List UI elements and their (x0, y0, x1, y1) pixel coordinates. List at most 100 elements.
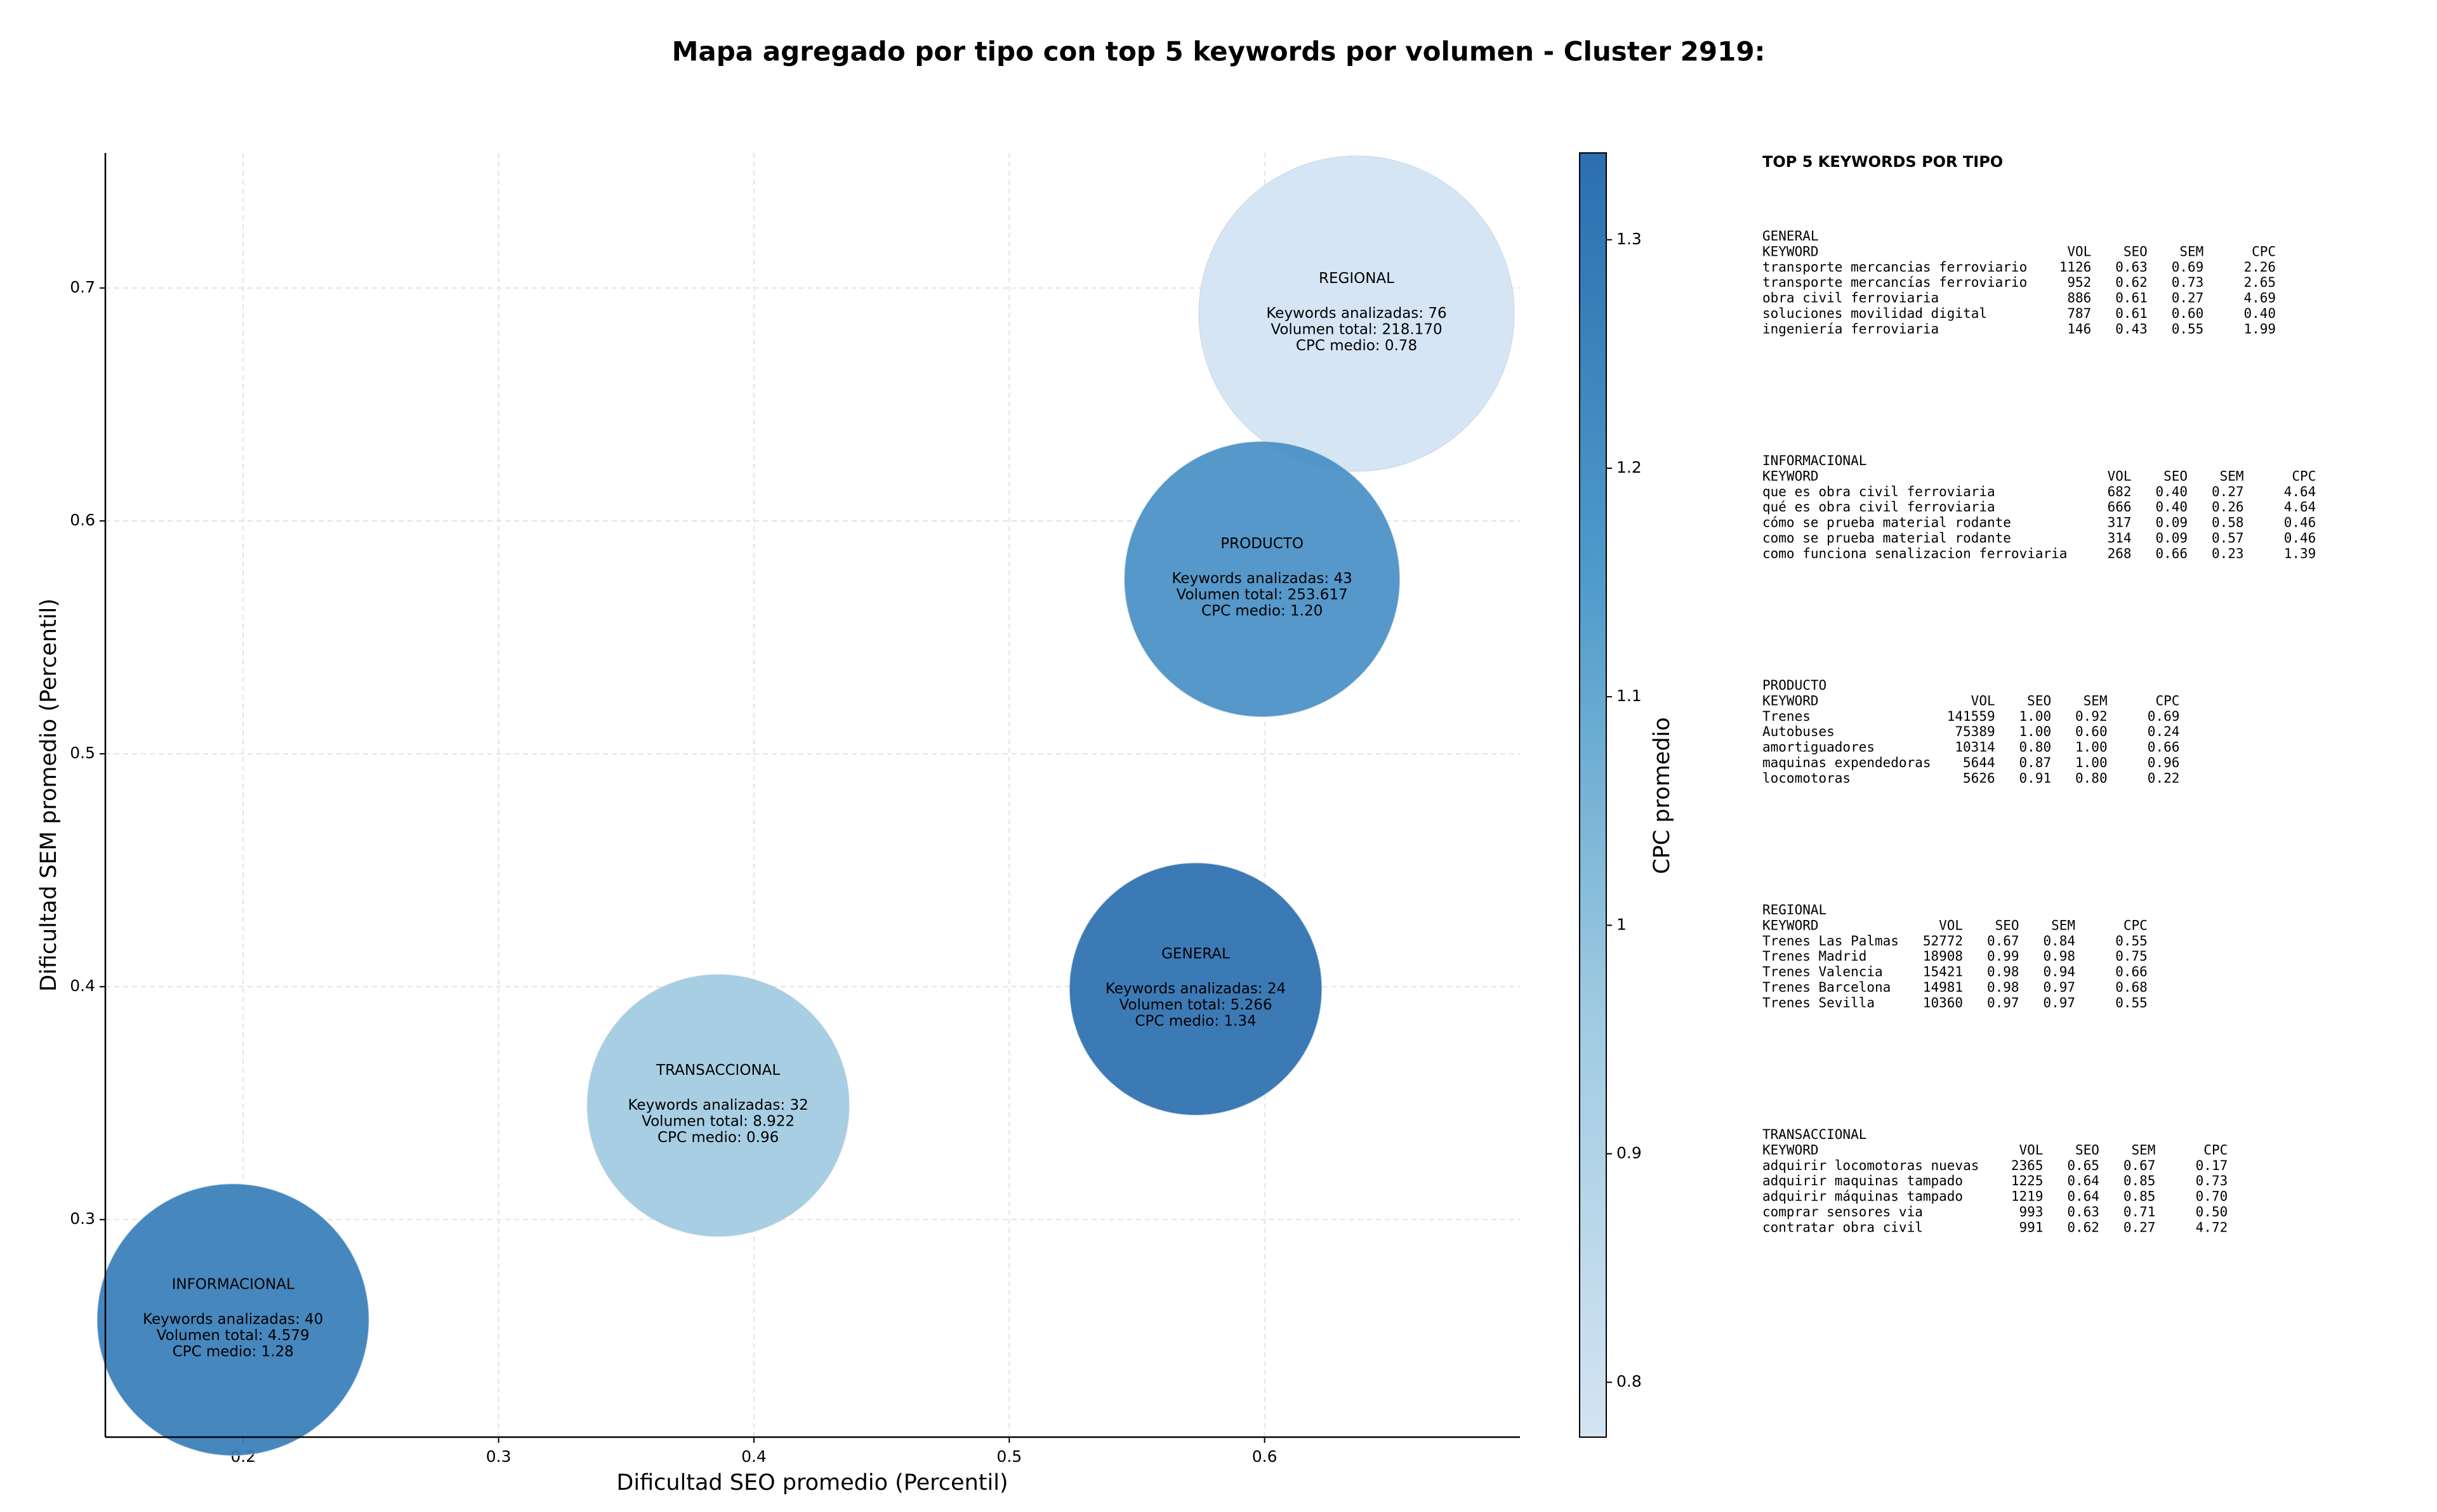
table-cell: 0.69 (2148, 709, 2180, 724)
table-header: SEO (1995, 917, 2019, 933)
table-header: CPC (2155, 693, 2179, 708)
table-cell: 10314 (1955, 740, 1995, 755)
table-cell: 0.84 (2043, 933, 2075, 949)
bubble-annotation: CPC medio: 1.28 (173, 1343, 294, 1360)
table-header: SEO (2163, 468, 2188, 483)
table-cell: 0.62 (2067, 1219, 2099, 1235)
table-cell: 0.97 (1987, 995, 2019, 1010)
bubble-annotation: Keywords analizadas: 76 (1266, 305, 1446, 322)
table-cell: 4.72 (2196, 1219, 2228, 1235)
bubble-label: GENERAL (1161, 945, 1230, 962)
table-cell: 991 (2019, 1219, 2044, 1235)
table-cell: 0.40 (2155, 499, 2188, 515)
table-cell: Autobuses (1762, 724, 1835, 739)
table-cell: 1.99 (2244, 321, 2276, 336)
table-cell: ingeniería ferroviaria (1762, 321, 1939, 336)
table-header: KEYWORD (1762, 693, 1819, 708)
table-cell: 10360 (1923, 995, 1963, 1010)
table-cell: 0.27 (2172, 291, 2204, 306)
table-cell: 0.63 (2115, 260, 2148, 275)
table-cell: como se prueba material rodante (1762, 530, 2011, 546)
table-cell: 0.66 (2115, 964, 2148, 980)
table-cell: 682 (2108, 484, 2132, 499)
colorbar-tick-label: 1.3 (1616, 230, 1642, 248)
panel-title: TOP 5 KEYWORDS POR TIPO (1762, 153, 2003, 171)
table-cell: 0.80 (2075, 770, 2108, 786)
chart-title: Mapa agregado por tipo con top 5 keyword… (672, 36, 1766, 67)
table-cell: cómo se prueba material rodante (1762, 515, 2011, 530)
table-header: KEYWORD (1762, 917, 1819, 933)
table-cell: 0.55 (2115, 995, 2148, 1010)
y-tick-label: 0.6 (70, 511, 95, 529)
colorbar-tick-label: 1.2 (1616, 458, 1642, 477)
table-cell: 0.46 (2284, 515, 2316, 530)
group-title: PRODUCTO (1762, 678, 1826, 693)
table-cell: 0.69 (2172, 260, 2204, 275)
table-cell: 0.98 (1987, 964, 2019, 980)
table-header: CPC (2292, 468, 2316, 483)
bubble-annotation: Keywords analizadas: 40 (143, 1311, 323, 1327)
table-cell: 0.55 (2115, 933, 2148, 949)
table-cell: 0.09 (2155, 515, 2188, 530)
colorbar (1579, 152, 1607, 1438)
group-title: REGIONAL (1762, 902, 1826, 917)
colorbar-tick-label: 0.8 (1616, 1372, 1642, 1391)
table-cell: 4.69 (2244, 291, 2276, 306)
table-cell: comprar sensores via (1762, 1204, 1923, 1219)
colorbar-tick-label: 1.1 (1616, 687, 1642, 705)
x-tick-label: 0.4 (741, 1447, 767, 1466)
table-cell: 0.87 (2019, 755, 2052, 770)
table-cell: 0.61 (2115, 291, 2148, 306)
table-cell: 0.64 (2067, 1189, 2099, 1204)
bubble-annotation: Volumen total: 4.579 (157, 1327, 310, 1344)
table-cell: 993 (2019, 1204, 2044, 1219)
table-cell: adquirir maquinas tampado (1762, 1173, 1963, 1188)
table-cell: 141559 (1947, 709, 1995, 724)
table-cell: 0.43 (2115, 321, 2148, 336)
table-cell: 0.94 (2043, 964, 2075, 980)
table-cell: 0.55 (2172, 321, 2204, 336)
y-tick-label: 0.3 (70, 1209, 95, 1228)
table-cell: 0.22 (2148, 770, 2180, 786)
table-header: SEM (2051, 917, 2075, 933)
bubble-annotation: Volumen total: 218.170 (1271, 321, 1442, 338)
table-cell: 0.61 (2115, 306, 2148, 321)
colorbar-label: CPC promedio (1649, 717, 1675, 874)
table-cell: 0.57 (2212, 530, 2244, 546)
table-cell: qué es obra civil ferroviaria (1762, 499, 1995, 515)
table-cell: 0.70 (2196, 1189, 2228, 1204)
table-header: SEO (2027, 693, 2051, 708)
table-header: KEYWORD (1762, 1142, 1819, 1157)
table-cell: 0.73 (2196, 1173, 2228, 1188)
table-header: VOL (1939, 917, 1963, 933)
table-cell: Trenes Sevilla (1762, 995, 1875, 1010)
bubble-annotation: Keywords analizadas: 24 (1106, 980, 1286, 997)
table-cell: 0.26 (2212, 499, 2244, 515)
colorbar-tick-label: 1 (1616, 915, 1627, 933)
table-cell: 0.99 (1987, 949, 2019, 964)
x-axis-label: Dificultad SEO promedio (Percentil) (616, 1470, 1008, 1496)
table-cell: obra civil ferroviaria (1762, 291, 1939, 306)
bubble-annotation: CPC medio: 0.96 (657, 1129, 779, 1146)
x-tick-label: 0.3 (486, 1447, 512, 1466)
table-header: VOL (2067, 244, 2091, 259)
table-cell: 0.17 (2196, 1158, 2228, 1173)
bubble-annotation: Volumen total: 253.617 (1177, 587, 1348, 603)
table-cell: 0.92 (2075, 709, 2108, 724)
table-header: SEM (2220, 468, 2244, 483)
table-header: CPC (2203, 1142, 2228, 1157)
bubble-label: TRANSACCIONAL (656, 1062, 780, 1079)
table-cell: 0.67 (1987, 933, 2019, 949)
group-title: GENERAL (1762, 228, 1819, 244)
table-header: SEM (2132, 1142, 2156, 1157)
group-title: TRANSACCIONAL (1762, 1127, 1866, 1142)
table-cell: 0.62 (2115, 275, 2148, 290)
table-cell: que es obra civil ferroviaria (1762, 484, 1995, 499)
table-cell: amortiguadores (1762, 740, 1875, 755)
table-cell: 1.00 (2075, 740, 2108, 755)
bubble (1124, 441, 1401, 718)
table-cell: 317 (2108, 515, 2132, 530)
x-tick-label: 0.5 (996, 1447, 1022, 1466)
table-cell: Trenes Valencia (1762, 964, 1883, 980)
